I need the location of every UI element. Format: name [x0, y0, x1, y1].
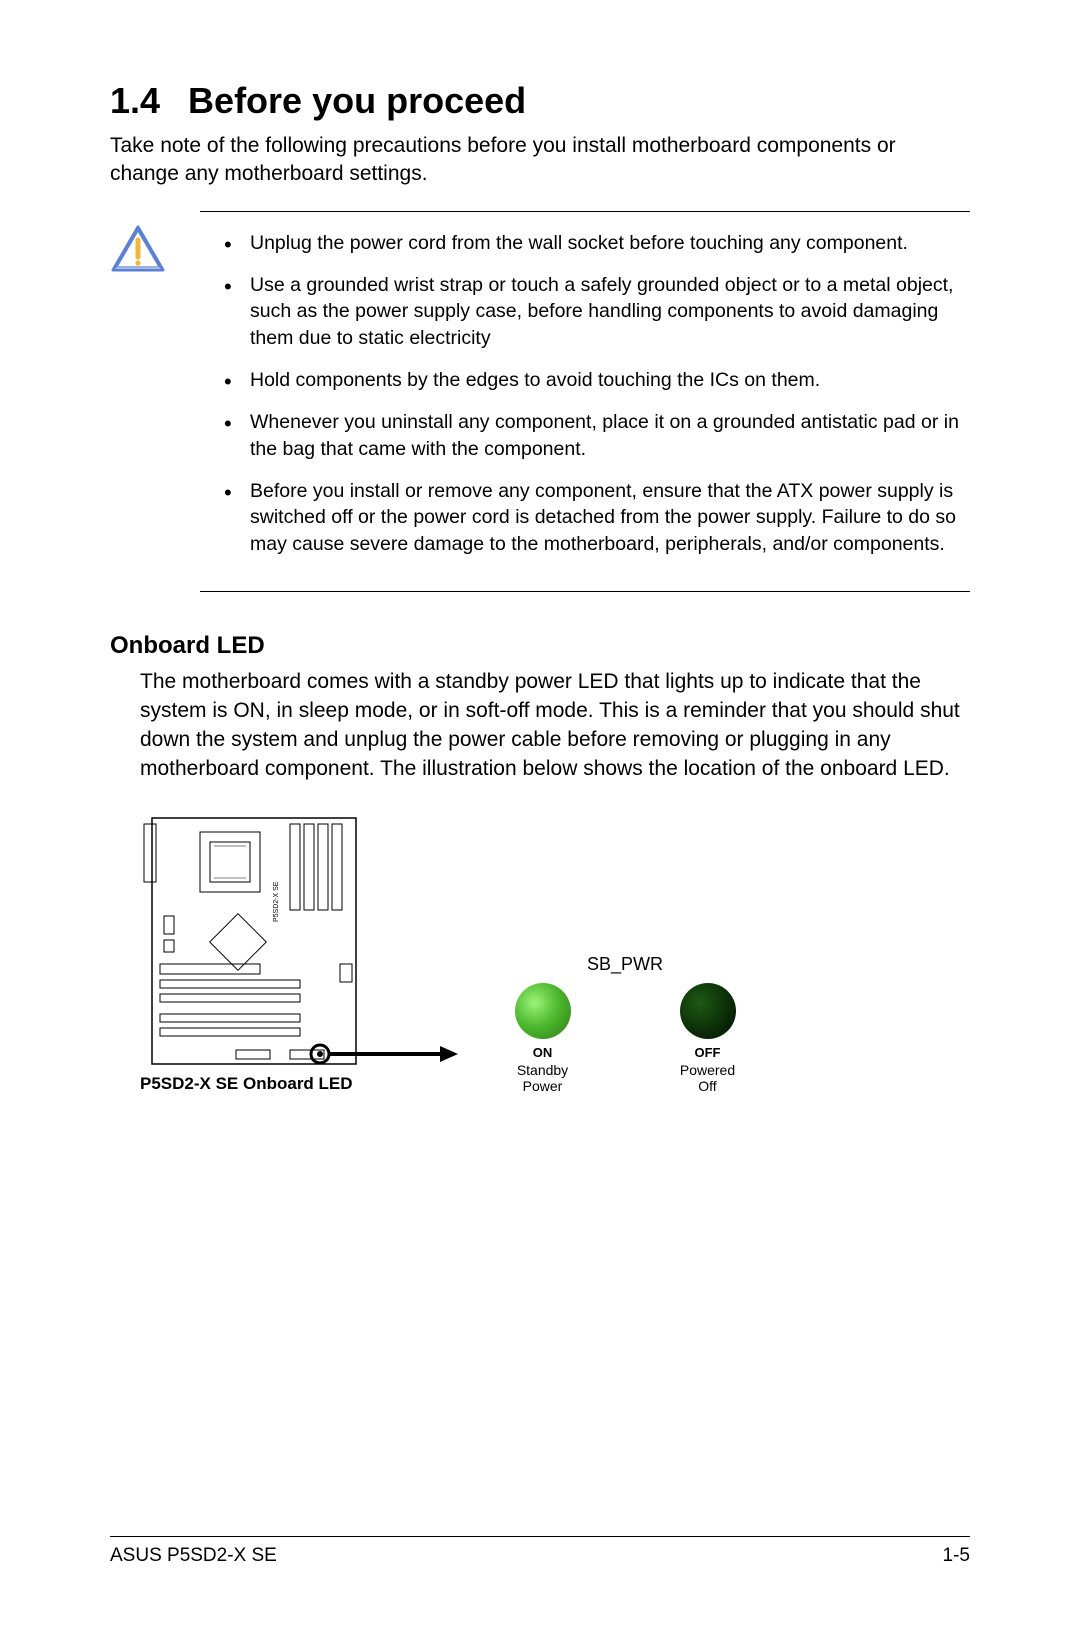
precaution-item: Unplug the power cord from the wall sock…	[250, 230, 970, 256]
diagram-area: P5SD2-X SE P5SD2-X SE Onboard LED SB_PWR	[140, 814, 970, 1134]
led-legend: SB_PWR ON Standby Power OFF Powered Off	[460, 954, 790, 1094]
precautions-list: Unplug the power cord from the wall sock…	[200, 230, 970, 557]
onboard-led-heading: Onboard LED	[110, 632, 970, 660]
diagram-caption: P5SD2-X SE Onboard LED	[140, 1074, 353, 1094]
led-on-state: ON	[478, 1045, 608, 1060]
motherboard-diagram-icon: P5SD2-X SE	[140, 814, 370, 1074]
footer-left: ASUS P5SD2-X SE	[110, 1545, 277, 1567]
page-footer: ASUS P5SD2-X SE 1-5	[110, 1536, 970, 1567]
intro-paragraph: Take note of the following precautions b…	[110, 132, 970, 189]
board-label: P5SD2-X SE	[273, 881, 280, 922]
led-on-desc1: Standby	[478, 1062, 608, 1078]
led-off-desc1: Powered	[643, 1062, 773, 1078]
precaution-item: Before you install or remove any compone…	[250, 478, 970, 557]
footer-right: 1-5	[943, 1545, 970, 1567]
connector-label: SB_PWR	[460, 954, 790, 975]
section-number: 1.4	[110, 80, 160, 122]
led-on-desc2: Power	[478, 1078, 608, 1094]
precaution-item: Use a grounded wrist strap or touch a sa…	[250, 272, 970, 351]
section-title-text: Before you proceed	[188, 80, 526, 121]
led-off-column: OFF Powered Off	[643, 983, 773, 1094]
precaution-item: Whenever you uninstall any component, pl…	[250, 409, 970, 462]
onboard-led-paragraph: The motherboard comes with a standby pow…	[140, 668, 970, 784]
warning-triangle-icon	[110, 224, 166, 274]
section-heading: 1.4 Before you proceed	[110, 80, 970, 122]
led-off-icon	[680, 983, 736, 1039]
led-on-column: ON Standby Power	[478, 983, 608, 1094]
led-off-state: OFF	[643, 1045, 773, 1060]
pointer-arrow-icon	[330, 1044, 460, 1064]
led-off-desc2: Off	[643, 1078, 773, 1094]
precaution-item: Hold components by the edges to avoid to…	[250, 367, 970, 393]
led-on-icon	[515, 983, 571, 1039]
warning-box: Unplug the power cord from the wall sock…	[200, 211, 970, 592]
